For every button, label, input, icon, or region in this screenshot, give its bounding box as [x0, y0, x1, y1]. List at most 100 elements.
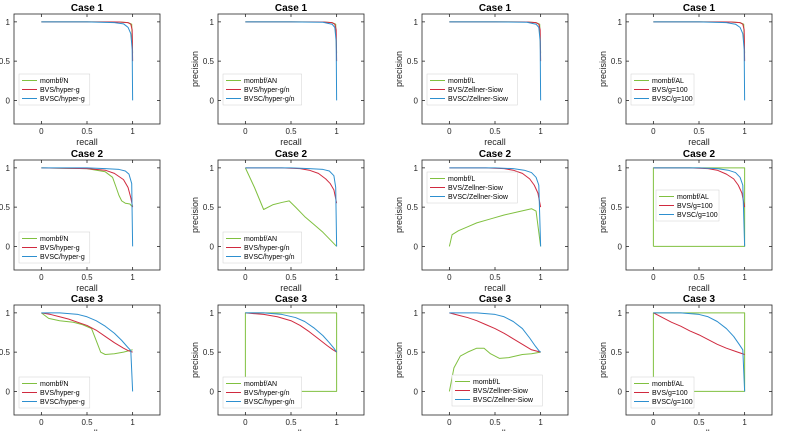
y-axis-label: precision [598, 197, 608, 233]
legend: mombf/AN BVS/hyper-g/n BVSC/hyper-g/n [222, 376, 302, 409]
legend: mombf/N BVS/hyper-g BVSC/hyper-g [18, 231, 91, 264]
legend-label: BVS/hyper-g [40, 245, 80, 252]
legend: mombf/AL BVS/g=100 BVSC/g=100 [655, 189, 720, 222]
y-tick-label: 0 [618, 242, 623, 251]
plot-area [13, 13, 161, 125]
chart-title: Case 3 [683, 294, 716, 305]
legend: mombf/L BVS/Zellner-Siow BVSC/Zellner-Siow [451, 374, 543, 407]
legend-label: BVSC/Zellner-Siow [473, 397, 534, 404]
legend-label: BVSC/hyper-g [40, 254, 85, 261]
legend: mombf/AL BVS/g=100 BVSC/g=100 [630, 73, 695, 106]
series-line-3 [41, 312, 134, 392]
series-line-1 [41, 167, 134, 208]
chart-title: Case 2 [683, 149, 716, 160]
legend-label: mombf/L [448, 78, 475, 85]
legend: mombf/L BVS/Zellner-Siow BVSC/Zellner-Siow [426, 73, 518, 106]
subplot-2: 0 0.5 1 0 0.5 1 Case 1 recall precision mombf/AN B… [190, 3, 365, 147]
x-tick-label: 0.5 [285, 273, 297, 282]
x-tick-label: 0 [39, 127, 44, 136]
legend-box [222, 231, 302, 264]
legend-label: BVS/hyper-g [40, 390, 80, 397]
x-axis-label: recall [76, 283, 98, 293]
x-tick-label: 0.5 [81, 418, 93, 427]
legend-label: BVSC/g=100 [677, 212, 718, 219]
legend-label: BVS/Zellner-Siow [473, 388, 529, 395]
legend-label: BVSC/hyper-g/n [244, 254, 295, 261]
series-line-3 [449, 167, 542, 247]
x-tick-label: 1 [130, 127, 135, 136]
y-tick-label: 0.5 [203, 203, 215, 212]
subplot-6: 0 0.5 1 0 0.5 1 Case 2 recall precision mombf/AN B… [190, 149, 365, 293]
x-axis-label: recall [280, 137, 302, 147]
y-tick-label: 0 [414, 96, 419, 105]
x-axis-label: recall [484, 137, 506, 147]
y-tick-label: 1 [6, 164, 11, 173]
series-line-3 [41, 21, 134, 101]
x-axis-label: recall [76, 137, 98, 147]
x-tick-label: 0.5 [693, 418, 705, 427]
y-tick-label: 0.5 [611, 57, 623, 66]
legend-label: BVS/hyper-g/n [244, 87, 290, 94]
legend: mombf/L BVS/Zellner-Siow BVSC/Zellner-Siow [426, 171, 518, 204]
y-axis-label: precision [190, 197, 200, 233]
legend-label: mombf/AN [244, 236, 277, 243]
legend-label: BVSC/hyper-g/n [244, 399, 295, 406]
y-tick-label: 1 [6, 18, 11, 27]
subplot-3: 0 0.5 1 0 0.5 1 Case 1 recall precision mombf/L BV… [394, 3, 569, 147]
legend: mombf/AL BVS/g=100 BVSC/g=100 [630, 376, 695, 409]
x-tick-label: 0.5 [693, 127, 705, 136]
legend-label: mombf/AL [652, 78, 684, 85]
x-tick-label: 1 [742, 418, 747, 427]
x-tick-label: 1 [742, 273, 747, 282]
x-tick-label: 0.5 [489, 418, 501, 427]
y-axis-label: precision [190, 342, 200, 378]
y-tick-label: 0.5 [0, 57, 11, 66]
series-line-3 [245, 167, 338, 247]
y-tick-label: 0 [210, 242, 215, 251]
legend: mombf/AN BVS/hyper-g/n BVSC/hyper-g/n [222, 73, 302, 106]
series-line-1 [448, 347, 541, 392]
legend-label: mombf/AL [652, 381, 684, 388]
y-tick-label: 1 [414, 164, 419, 173]
chart-title: Case 1 [71, 3, 104, 14]
x-tick-label: 1 [130, 418, 135, 427]
series-line-3 [449, 21, 542, 101]
y-tick-label: 1 [210, 164, 215, 173]
x-tick-label: 0 [39, 418, 44, 427]
legend-label: mombf/N [40, 236, 68, 243]
y-tick-label: 0.5 [407, 203, 419, 212]
y-tick-label: 0.5 [407, 57, 419, 66]
x-tick-label: 0 [447, 418, 452, 427]
x-axis-label: recall [688, 283, 710, 293]
x-tick-label: 0.5 [81, 127, 93, 136]
x-tick-label: 0 [447, 127, 452, 136]
x-tick-label: 0.5 [81, 273, 93, 282]
x-tick-label: 1 [538, 127, 543, 136]
legend-label: BVS/Zellner-Siow [448, 87, 504, 94]
legend-label: mombf/L [473, 379, 500, 386]
series-line-1 [41, 312, 133, 355]
legend-label: BVSC/g=100 [652, 399, 693, 406]
x-axis-label: recall [280, 428, 302, 431]
series-line-3 [245, 21, 338, 101]
x-tick-label: 0 [39, 273, 44, 282]
series-line-3 [245, 312, 338, 353]
y-axis-label: precision [394, 197, 404, 233]
x-axis-label: recall [484, 283, 506, 293]
legend-label: mombf/L [448, 176, 475, 183]
x-tick-label: 0.5 [489, 273, 501, 282]
y-tick-label: 0.5 [611, 348, 623, 357]
x-tick-label: 0.5 [489, 127, 501, 136]
legend-label: mombf/AN [244, 381, 277, 388]
y-tick-label: 1 [414, 18, 419, 27]
y-tick-label: 0 [210, 96, 215, 105]
x-tick-label: 0 [651, 273, 656, 282]
y-tick-label: 0 [210, 387, 215, 396]
y-tick-label: 0 [6, 387, 11, 396]
legend-label: mombf/AL [677, 194, 709, 201]
y-tick-label: 0 [414, 387, 419, 396]
x-axis-label: recall [688, 428, 710, 431]
